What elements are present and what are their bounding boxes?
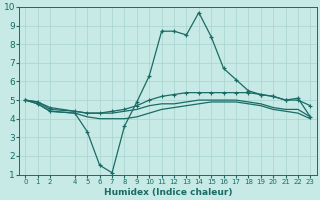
X-axis label: Humidex (Indice chaleur): Humidex (Indice chaleur): [104, 188, 232, 197]
